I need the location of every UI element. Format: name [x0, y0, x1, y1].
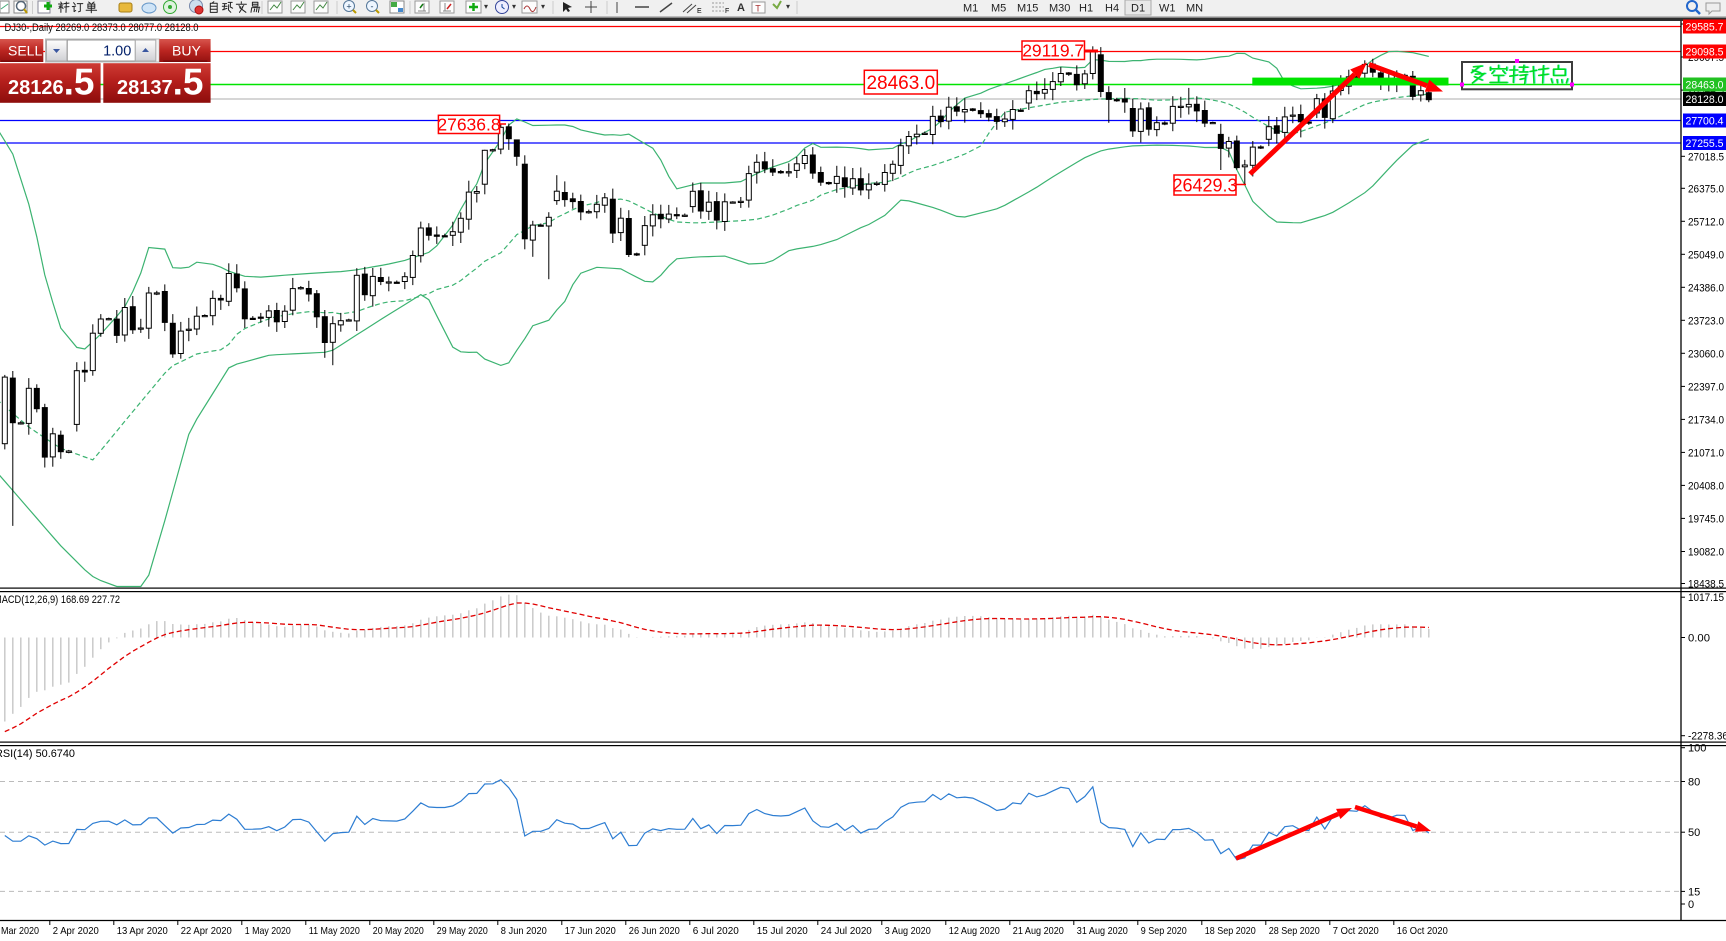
svg-text:T: T [755, 4, 761, 14]
svg-text:20 May 2020: 20 May 2020 [373, 925, 424, 937]
svg-text:M30: M30 [1049, 3, 1070, 15]
svg-text:11 May 2020: 11 May 2020 [309, 925, 360, 937]
svg-text:-: - [371, 2, 374, 12]
svg-text:H4: H4 [1105, 3, 1119, 15]
svg-text:26 Jun 2020: 26 Jun 2020 [629, 925, 680, 937]
svg-text:9 Sep 2020: 9 Sep 2020 [1141, 925, 1187, 937]
svg-text:M1: M1 [963, 3, 978, 15]
svg-text:18 Sep 2020: 18 Sep 2020 [1205, 925, 1256, 937]
svg-text:DJ30-,Daily 28269.0 28373.0 2: DJ30-,Daily 28269.0 28373.0 28077.0 2812… [5, 22, 199, 34]
svg-text:12 Aug 2020: 12 Aug 2020 [949, 925, 1000, 937]
svg-text:26429.3: 26429.3 [1172, 176, 1237, 196]
svg-text:▾: ▾ [541, 2, 545, 11]
svg-text:SELL: SELL [8, 43, 42, 59]
svg-text:13 Apr 2020: 13 Apr 2020 [117, 925, 168, 937]
svg-text:20408.0: 20408.0 [1688, 480, 1724, 492]
svg-text:29585.7: 29585.7 [1686, 22, 1724, 34]
svg-text:1.00: 1.00 [103, 44, 131, 60]
svg-text:MN: MN [1186, 3, 1203, 15]
svg-text:+: + [346, 2, 351, 12]
svg-text:W1: W1 [1159, 3, 1176, 15]
svg-text:19082.0: 19082.0 [1688, 547, 1724, 559]
svg-text:27700.4: 27700.4 [1686, 116, 1724, 128]
svg-text:-2278.36: -2278.36 [1688, 731, 1726, 743]
svg-text:21734.0: 21734.0 [1688, 414, 1724, 426]
svg-text:M5: M5 [991, 3, 1006, 15]
svg-text:22 Apr 2020: 22 Apr 2020 [181, 925, 232, 937]
svg-text:0.00: 0.00 [1688, 633, 1710, 645]
svg-text:15 Jul 2020: 15 Jul 2020 [757, 925, 808, 937]
svg-text:0: 0 [1688, 899, 1694, 911]
svg-text:F: F [725, 8, 729, 15]
svg-text:24386.0: 24386.0 [1688, 282, 1724, 294]
svg-text:25712.0: 25712.0 [1688, 216, 1724, 228]
svg-text:21 Aug 2020: 21 Aug 2020 [1013, 925, 1064, 937]
svg-text:27018.5: 27018.5 [1688, 151, 1724, 163]
svg-text:8 Jun 2020: 8 Jun 2020 [501, 925, 547, 937]
svg-text:24 Jul 2020: 24 Jul 2020 [821, 925, 872, 937]
svg-text:7 Oct 2020: 7 Oct 2020 [1333, 925, 1379, 937]
svg-text:100: 100 [1688, 743, 1706, 755]
svg-text:▾: ▾ [512, 2, 516, 11]
svg-text:29098.5: 29098.5 [1686, 47, 1724, 59]
svg-text:26375.0: 26375.0 [1688, 183, 1724, 195]
svg-text:2 Apr 2020: 2 Apr 2020 [53, 925, 99, 937]
svg-text:A: A [737, 2, 745, 14]
svg-text:6 Jul 2020: 6 Jul 2020 [693, 925, 739, 937]
svg-text:1 May 2020: 1 May 2020 [245, 925, 291, 937]
svg-text:27255.5: 27255.5 [1686, 138, 1724, 150]
svg-text:MACD(12,26,9) 168.69 227.72: MACD(12,26,9) 168.69 227.72 [0, 594, 120, 606]
svg-text:23060.0: 23060.0 [1688, 348, 1724, 360]
svg-text:22397.0: 22397.0 [1688, 381, 1724, 393]
svg-text:15: 15 [1688, 886, 1700, 898]
svg-text:D1: D1 [1131, 3, 1145, 15]
svg-text:M15: M15 [1017, 3, 1038, 15]
svg-text:50: 50 [1688, 827, 1700, 839]
svg-text:21071.0: 21071.0 [1688, 447, 1724, 459]
svg-text:28463.0: 28463.0 [866, 73, 935, 94]
svg-text:23723.0: 23723.0 [1688, 315, 1724, 327]
svg-text:80: 80 [1688, 777, 1700, 789]
svg-text:16 Oct 2020: 16 Oct 2020 [1397, 925, 1448, 937]
svg-text:▾: ▾ [484, 2, 488, 11]
svg-text:1017.15: 1017.15 [1688, 592, 1724, 604]
svg-text:BUY: BUY [172, 43, 201, 59]
svg-text:Mar 2020: Mar 2020 [1, 925, 39, 937]
svg-text:17 Jun 2020: 17 Jun 2020 [565, 925, 616, 937]
svg-text:29 May 2020: 29 May 2020 [437, 925, 488, 937]
svg-text:28 Sep 2020: 28 Sep 2020 [1269, 925, 1320, 937]
svg-text:RSI(14) 50.6740: RSI(14) 50.6740 [0, 748, 75, 760]
svg-text:25049.0: 25049.0 [1688, 249, 1724, 261]
svg-text:27636.8: 27636.8 [437, 115, 500, 135]
svg-text:3 Aug 2020: 3 Aug 2020 [885, 925, 931, 937]
svg-text:19745.0: 19745.0 [1688, 513, 1724, 525]
svg-text:▾: ▾ [786, 2, 790, 11]
svg-text:28128.0: 28128.0 [1686, 94, 1724, 106]
svg-text:29119.7: 29119.7 [1022, 41, 1084, 61]
svg-text:E: E [697, 8, 702, 15]
svg-text:28463.0: 28463.0 [1686, 80, 1724, 92]
svg-text:H1: H1 [1079, 3, 1093, 15]
svg-text:31 Aug 2020: 31 Aug 2020 [1077, 925, 1128, 937]
